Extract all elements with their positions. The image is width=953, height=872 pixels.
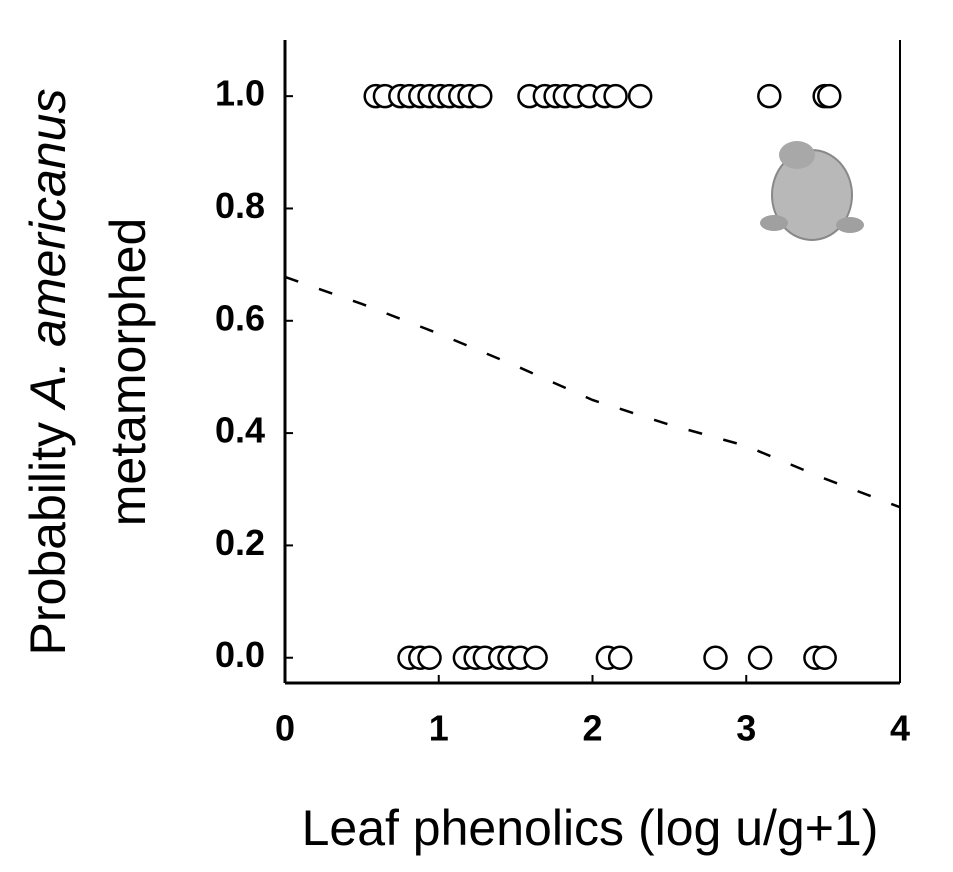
y-label-species: A. americanus: [20, 89, 76, 412]
y-tick-label: 0.2: [215, 522, 265, 563]
y-tick-label: 0.4: [215, 410, 265, 451]
y-axis-label-line1: Probability A. americanus: [20, 89, 76, 656]
data-point: [468, 83, 493, 109]
data-point: [817, 83, 842, 109]
y-label-text: Probability: [20, 422, 76, 655]
data-point: [747, 645, 773, 670]
x-tick-label: 2: [582, 708, 602, 749]
y-tick-label: 0.6: [215, 297, 265, 338]
x-tick-label: 4: [890, 708, 910, 749]
toad-icon: [760, 141, 864, 241]
data-point: [603, 83, 628, 109]
y-axis-label-line2: metamorphed: [100, 218, 156, 527]
data-point: [417, 645, 442, 670]
y-tick-label: 0.0: [215, 634, 265, 675]
fit-line: [284, 275, 901, 509]
y-tick-label: 1.0: [215, 73, 265, 114]
x-tick-label: 3: [736, 708, 756, 749]
y-axis-label: Probability A. americanus: [20, 89, 76, 656]
data-point: [703, 645, 728, 670]
x-axis-label: Leaf phenolics (log u/g+1): [302, 800, 879, 856]
data-point: [757, 83, 782, 109]
x-tick-label: 1: [429, 708, 449, 749]
data-point: [607, 645, 633, 670]
data-point: [523, 645, 548, 670]
data-point: [812, 645, 837, 670]
y-axis-label-2: metamorphed: [100, 218, 156, 527]
y-tick-label: 0.8: [215, 185, 265, 226]
x-tick-label: 0: [275, 708, 295, 749]
data-point: [627, 83, 653, 109]
